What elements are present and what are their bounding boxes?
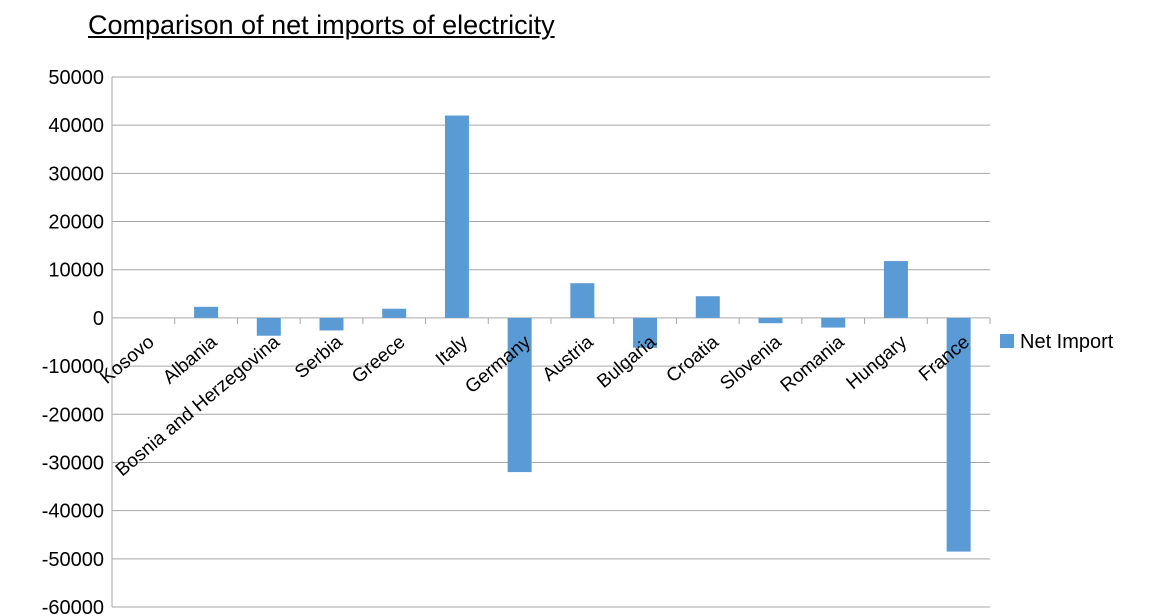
y-tick-label: -40000	[42, 501, 104, 523]
y-tick-label: 20000	[48, 212, 104, 234]
bar-romania	[821, 317, 846, 328]
y-tick-label: 50000	[48, 67, 104, 89]
category-label: Serbia	[291, 331, 347, 383]
bar-bulgaria	[633, 317, 658, 348]
y-tick-label: 0	[93, 308, 104, 330]
y-tick-label: -50000	[42, 549, 104, 571]
category-label: Italy	[432, 331, 473, 370]
gridlines	[112, 76, 990, 608]
y-tick-label: -10000	[42, 356, 104, 378]
category-label: Austria	[539, 331, 598, 385]
bars	[194, 115, 971, 552]
legend: Net Import	[1000, 331, 1114, 353]
category-label: Slovenia	[716, 331, 786, 394]
axes	[111, 77, 991, 607]
bar-croatia	[695, 296, 720, 318]
bar-albania	[194, 306, 219, 318]
category-label: Hungary	[843, 331, 912, 394]
legend-label: Net Import	[1020, 331, 1114, 353]
y-tick-label: -30000	[42, 452, 104, 474]
category-label: Greece	[348, 332, 409, 388]
bar-italy	[444, 115, 469, 318]
y-tick-label: 40000	[48, 115, 104, 137]
y-tick-label: -60000	[42, 597, 104, 616]
bar-germany	[507, 317, 532, 473]
legend-swatch	[1000, 334, 1014, 348]
bar-austria	[570, 283, 595, 318]
y-tick-label: -20000	[42, 404, 104, 426]
bar-bosnia-and-herzegovina	[256, 317, 281, 336]
chart-title: Comparison of net imports of electricity	[88, 10, 555, 40]
bar-greece	[382, 308, 407, 318]
category-label: Kosovo	[97, 332, 159, 389]
y-tick-labels: 50000 40000 30000 20000 10000 0 -10000 -20000 -3…	[42, 67, 104, 616]
bar-serbia	[319, 317, 344, 331]
y-tick-label: 30000	[48, 163, 104, 185]
y-tick-label: 10000	[48, 260, 104, 282]
category-label: Romania	[777, 331, 849, 396]
bar-france	[946, 317, 971, 552]
bar-slovenia	[758, 317, 783, 324]
category-label: Bulgaria	[593, 331, 660, 392]
category-label: Croatia	[663, 331, 724, 387]
bar-hungary	[883, 261, 908, 318]
